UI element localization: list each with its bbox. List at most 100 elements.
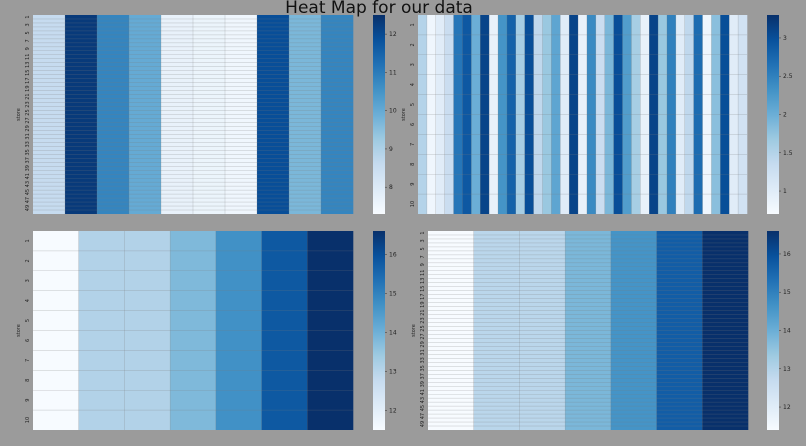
y-tick-label: 31 (25, 133, 31, 139)
y-tick-label: 37 (420, 373, 426, 379)
colorbar-tick-label: 2.5 (783, 73, 793, 80)
colorbar-tick-label: 14 (783, 328, 791, 335)
y-tick-label: 1 (25, 15, 31, 18)
y-tick-label: 6 (410, 123, 416, 126)
colorbar-tick-label: 10 (389, 108, 397, 115)
colorbar-tick-label: 12 (389, 407, 397, 414)
y-tick-label: 11 (420, 270, 426, 276)
colorbar-tick-label: 11 (389, 69, 397, 76)
y-tick-label: 9 (25, 47, 31, 50)
y-tick-label: 15 (25, 70, 31, 76)
y-tick-label: 49 (25, 205, 31, 211)
heatmap-panel-bottom-right: 1357911131517192123252729313335373941434… (411, 231, 791, 430)
y-tick-label: 7 (420, 255, 426, 258)
y-tick-label: 3 (25, 23, 31, 26)
y-axis-label: store (16, 324, 22, 337)
y-tick-label: 10 (25, 417, 31, 423)
y-tick-label: 35 (420, 365, 426, 371)
y-tick-label: 47 (420, 413, 426, 419)
y-tick-label: 27 (25, 117, 31, 123)
colorbar-tick-label: 12 (783, 404, 791, 411)
y-tick-label: 29 (420, 341, 426, 347)
y-tick-label: 9 (25, 399, 31, 402)
y-tick-label: 3 (420, 239, 426, 242)
figure-title: Heat Map for our data (285, 0, 473, 18)
y-tick-label: 41 (420, 389, 426, 395)
y-tick-label: 5 (25, 319, 31, 322)
y-tick-label: 4 (410, 83, 416, 86)
y-tick-label: 33 (25, 141, 31, 147)
colorbar (373, 231, 385, 430)
colorbar (767, 15, 779, 214)
y-tick-label: 5 (410, 103, 416, 106)
y-tick-label: 17 (25, 77, 31, 83)
colorbar-tick-label: 16 (783, 251, 791, 258)
y-tick-label: 7 (410, 143, 416, 146)
colorbar-tick-label: 13 (783, 366, 791, 373)
y-tick-label: 7 (25, 39, 31, 42)
y-tick-label: 8 (25, 379, 31, 382)
colorbar-tick-label: 9 (389, 146, 393, 153)
colorbar-tick-label: 16 (389, 251, 397, 258)
y-tick-label: 13 (420, 278, 426, 284)
y-tick-label: 10 (410, 201, 416, 207)
y-tick-label: 45 (25, 189, 31, 195)
y-tick-label: 29 (25, 125, 31, 131)
y-tick-label: 13 (25, 62, 31, 68)
y-tick-label: 1 (420, 231, 426, 234)
heatmap-panel-top-right: 1 2 3 4 5 6 7 8 9 10 store 1 1.5 2 2.5 3 (401, 15, 793, 214)
y-tick-label: 47 (25, 197, 31, 203)
y-tick-label: 21 (25, 93, 31, 99)
y-tick-label: 8 (410, 163, 416, 166)
y-axis-label: store (16, 108, 22, 121)
y-tick-label: 2 (410, 43, 416, 46)
y-tick-label: 35 (25, 149, 31, 155)
y-axis-label: store (401, 108, 407, 121)
y-tick-label: 3 (25, 279, 31, 282)
y-tick-label: 3 (410, 63, 416, 66)
y-tick-label: 49 (420, 421, 426, 427)
colorbar-tick-label: 15 (389, 290, 397, 297)
y-tick-label: 2 (25, 259, 31, 262)
y-tick-label: 41 (25, 173, 31, 179)
y-tick-label: 39 (25, 165, 31, 171)
y-tick-label: 15 (420, 286, 426, 292)
y-tick-label: 9 (410, 183, 416, 186)
y-tick-label: 25 (420, 325, 426, 331)
y-tick-label: 4 (25, 299, 31, 302)
y-tick-label: 1 (410, 23, 416, 26)
y-tick-label: 9 (420, 263, 426, 266)
y-tick-label: 23 (25, 101, 31, 107)
y-tick-label: 33 (420, 357, 426, 363)
heatmap-panel-top-left: 1357911131517192123252729313335373941434… (16, 15, 397, 214)
y-tick-label: 43 (25, 181, 31, 187)
y-tick-label: 31 (420, 349, 426, 355)
colorbar-tick-label: 12 (389, 31, 397, 38)
colorbar (373, 15, 385, 214)
y-tick-label: 37 (25, 157, 31, 163)
colorbar-tick-label: 14 (389, 329, 397, 336)
y-axis-label: store (411, 324, 417, 337)
y-tick-label: 6 (25, 339, 31, 342)
colorbar (767, 231, 779, 430)
colorbar-tick-label: 8 (389, 184, 393, 191)
y-tick-label: 39 (420, 381, 426, 387)
colorbar-tick-label: 3 (783, 35, 787, 42)
y-tick-label: 17 (420, 293, 426, 299)
y-tick-label: 1 (25, 239, 31, 242)
colorbar-tick-label: 15 (783, 289, 791, 296)
colorbar-tick-label: 1 (783, 188, 787, 195)
y-tick-label: 11 (25, 54, 31, 60)
y-tick-label: 19 (420, 301, 426, 307)
y-tick-label: 5 (25, 31, 31, 34)
colorbar-tick-label: 2 (783, 112, 787, 119)
y-tick-label: 25 (25, 109, 31, 115)
y-tick-label: 23 (420, 317, 426, 323)
y-tick-label: 45 (420, 405, 426, 411)
y-tick-label: 43 (420, 397, 426, 403)
y-tick-label: 27 (420, 333, 426, 339)
y-tick-label: 5 (420, 247, 426, 250)
y-tick-label: 21 (420, 309, 426, 315)
